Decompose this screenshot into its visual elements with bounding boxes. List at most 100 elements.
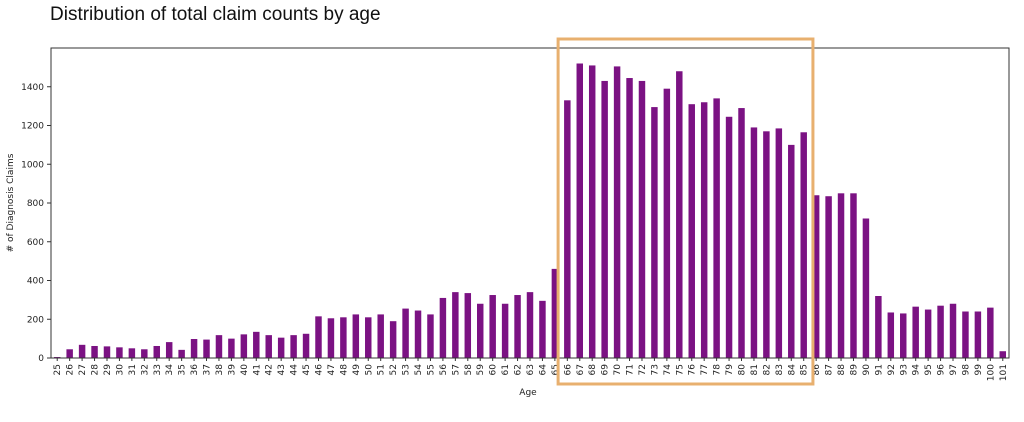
y-tick-label: 1400 [21, 83, 44, 93]
x-tick-label: 90 [862, 364, 872, 376]
x-tick-label: 76 [688, 364, 698, 376]
x-tick-label: 99 [974, 364, 984, 376]
bar-age-97 [949, 303, 957, 358]
chart-heading: Distribution of total claim counts by ag… [50, 4, 381, 25]
bar-age-93 [900, 313, 907, 358]
bar-age-89 [850, 193, 857, 358]
x-tick-label: 91 [874, 364, 884, 375]
bar-age-82 [763, 131, 770, 358]
x-tick-label: 77 [700, 364, 710, 375]
bar-age-54 [414, 310, 422, 358]
bar-age-58 [464, 293, 472, 358]
x-tick-label: 56 [439, 364, 449, 376]
bar-age-33 [153, 345, 160, 358]
bar-age-56 [439, 297, 447, 358]
x-tick-label: 46 [314, 364, 324, 376]
x-tick-label: 51 [377, 364, 387, 375]
bar-age-74 [663, 88, 671, 358]
x-tick-label: 83 [775, 364, 785, 375]
x-tick-label: 29 [103, 364, 113, 376]
bar-age-51 [377, 314, 384, 358]
y-tick-label: 1000 [21, 160, 44, 170]
bar-age-37 [203, 339, 210, 358]
x-tick-label: 38 [215, 364, 225, 376]
bar-series [53, 63, 1007, 359]
bar-age-52 [389, 321, 397, 358]
x-tick-label: 62 [514, 364, 524, 375]
x-axis-ticks: 25 26 27 28 29 30 31 32 33 34 35 36 37 38 39 40 41 42 43 44… [53, 358, 1009, 381]
bar-age-81 [750, 127, 758, 358]
bar-age-99 [974, 311, 982, 358]
highlight-box [556, 37, 815, 386]
bar-age-77 [700, 102, 708, 358]
x-tick-label: 97 [949, 364, 959, 375]
bar-age-63 [526, 292, 534, 359]
x-tick-label: 32 [140, 364, 150, 375]
x-tick-label: 96 [937, 364, 947, 376]
x-tick-label: 80 [738, 364, 748, 376]
bar-age-53 [402, 308, 409, 358]
bar-age-72 [638, 80, 646, 358]
x-tick-label: 88 [837, 364, 847, 376]
x-tick-label: 75 [675, 364, 685, 375]
y-tick-label: 800 [27, 199, 44, 209]
x-tick-label: 42 [265, 364, 275, 375]
x-tick-label: 82 [762, 364, 772, 375]
x-tick-label: 54 [414, 364, 424, 376]
x-tick-label: 37 [203, 364, 213, 375]
bar-age-38 [215, 335, 223, 358]
bar-age-55 [427, 314, 434, 358]
bar-age-64 [539, 300, 546, 358]
x-tick-label: 35 [178, 364, 188, 375]
x-tick-label: 98 [961, 364, 971, 376]
bar-age-46 [315, 316, 322, 358]
bar-age-40 [240, 334, 248, 358]
y-tick-label: 400 [27, 277, 44, 287]
x-tick-label: 27 [78, 364, 88, 375]
x-tick-label: 31 [128, 364, 138, 375]
x-tick-label: 67 [576, 364, 586, 375]
x-tick-label: 45 [302, 364, 312, 375]
x-tick-label: 58 [464, 364, 474, 376]
x-tick-label: 93 [899, 364, 909, 375]
bar-age-96 [937, 305, 944, 358]
x-tick-label: 89 [849, 364, 859, 376]
bar-age-62 [514, 295, 521, 358]
y-axis-ticks: 0 200 400 600 800 1000 1200 1400 [21, 83, 51, 364]
x-tick-label: 44 [290, 364, 300, 376]
x-tick-label: 71 [626, 364, 636, 375]
bar-age-70 [613, 66, 621, 358]
bar-age-80 [738, 108, 745, 358]
x-tick-label: 61 [501, 364, 511, 375]
x-tick-label: 74 [663, 364, 673, 376]
bar-age-86 [812, 195, 820, 358]
bar-age-35 [178, 349, 185, 358]
bar-age-75 [676, 71, 683, 358]
x-tick-label: 43 [277, 364, 287, 375]
x-tick-label: 41 [252, 364, 262, 375]
x-tick-label: 26 [66, 364, 76, 376]
bar-age-57 [452, 292, 459, 359]
bar-age-45 [302, 333, 310, 358]
x-tick-label: 68 [588, 364, 598, 376]
y-tick-label: 1200 [21, 122, 44, 132]
x-tick-label: 39 [227, 364, 237, 376]
bar-age-78 [713, 98, 720, 359]
bar-age-90 [862, 218, 870, 358]
x-tick-label: 33 [153, 364, 163, 375]
bar-age-43 [277, 337, 285, 358]
bar-age-76 [688, 104, 695, 358]
bar-age-26 [66, 349, 73, 358]
bar-age-41 [253, 331, 260, 358]
x-tick-label: 34 [165, 364, 175, 376]
x-tick-label: 66 [563, 364, 573, 376]
x-tick-label: 53 [402, 364, 412, 375]
bar-age-100 [987, 307, 994, 359]
y-tick-label: 600 [27, 238, 44, 248]
x-tick-label: 84 [787, 364, 797, 376]
bar-age-73 [651, 107, 658, 358]
bar-age-29 [103, 346, 111, 359]
bar-age-59 [477, 303, 484, 358]
bar-age-71 [626, 78, 633, 358]
bar-age-39 [228, 338, 235, 359]
